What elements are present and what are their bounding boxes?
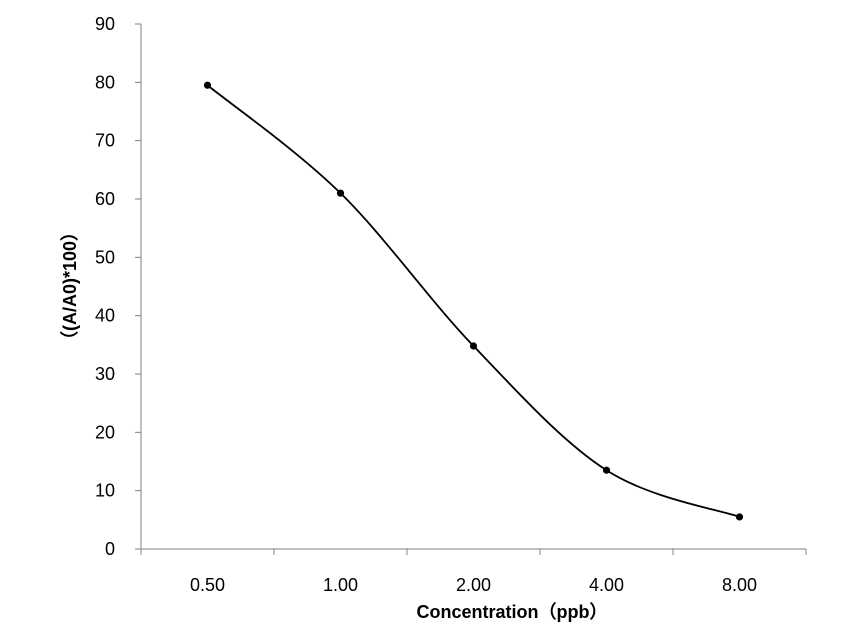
x-tick-label: 0.50	[190, 575, 225, 595]
y-axis: 0 10 20 30 40 50 60 70 80 90	[95, 14, 142, 559]
y-tick-label: 90	[95, 14, 115, 34]
y-tick-label: 70	[95, 131, 115, 151]
x-axis-title: Concentration（ppb）	[417, 602, 608, 622]
y-tick-label: 60	[95, 189, 115, 209]
y-tick-label: 10	[95, 481, 115, 501]
data-point	[602, 466, 611, 474]
y-tick-label: 0	[105, 539, 115, 559]
data-point	[469, 342, 478, 350]
x-tick-label: 8.00	[722, 575, 757, 595]
y-axis-title: （(A/A0)*100）	[60, 223, 80, 349]
x-tick-label: 1.00	[323, 575, 358, 595]
y-tick-label: 50	[95, 247, 115, 267]
series-line	[206, 84, 740, 518]
series	[203, 81, 744, 521]
y-tick-label: 20	[95, 422, 115, 442]
data-point	[735, 513, 744, 521]
x-axis: 0.50 1.00 2.00 4.00 8.00	[140, 548, 807, 595]
data-point	[203, 81, 212, 89]
y-tick-label: 80	[95, 72, 115, 92]
y-tick-label: 30	[95, 364, 115, 384]
data-point	[336, 189, 345, 197]
x-tick-label: 4.00	[589, 575, 624, 595]
y-tick-label: 40	[95, 306, 115, 326]
x-tick-label: 2.00	[456, 575, 491, 595]
